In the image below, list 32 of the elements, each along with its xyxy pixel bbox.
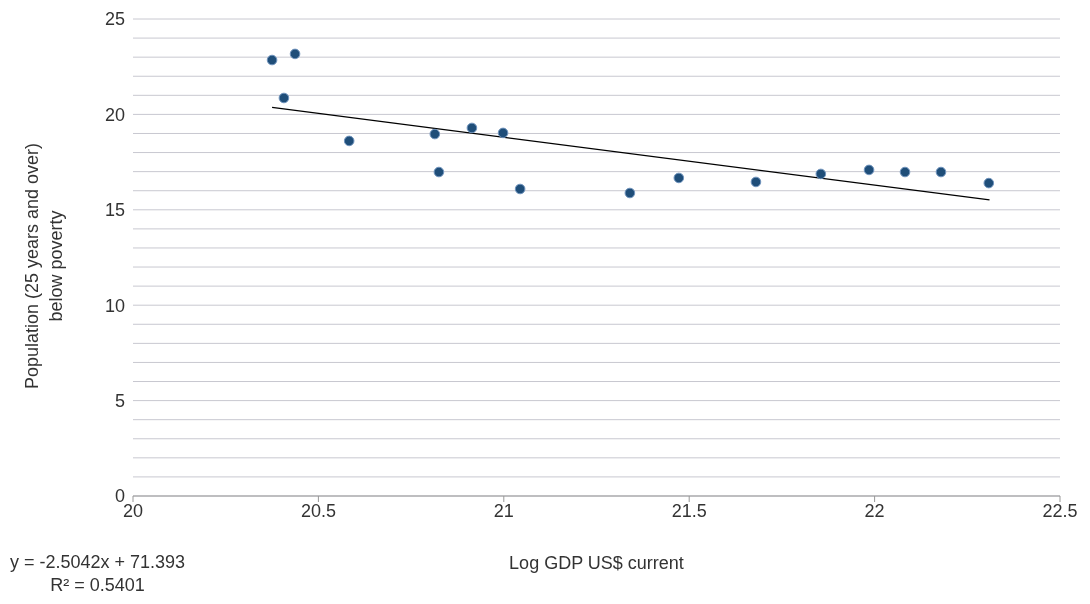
point <box>673 172 685 184</box>
x-tick-label: 22 <box>864 500 885 521</box>
point <box>899 166 911 178</box>
y-tick-label: 0 <box>114 486 125 507</box>
y-tick-label: 5 <box>114 390 125 411</box>
point <box>935 166 947 178</box>
y-tick-label: 15 <box>104 200 125 221</box>
point <box>863 164 875 176</box>
text: R² = 0.5401 <box>49 574 146 597</box>
y-tick-label: 10 <box>104 295 125 316</box>
point <box>514 183 526 195</box>
x-tick-label: 21 <box>493 500 514 521</box>
x-tick-label: 21.5 <box>671 500 707 521</box>
point <box>466 122 478 134</box>
y-axis-title: Population (25 years and over) below poverty <box>21 141 67 392</box>
text: y = -2.5042x + 71.393 <box>10 551 186 574</box>
x-axis-title: Log GDP US$ current <box>509 553 684 573</box>
point <box>497 127 509 139</box>
x-tick-label: 20.5 <box>300 500 336 521</box>
point <box>278 92 290 104</box>
y-tick-label: 20 <box>104 104 125 125</box>
point <box>266 54 278 66</box>
y-tick-label: 25 <box>104 9 125 30</box>
point <box>289 48 301 60</box>
point <box>433 166 445 178</box>
point <box>983 177 995 189</box>
point <box>624 187 636 199</box>
point <box>429 128 441 140</box>
point <box>750 176 762 188</box>
point <box>815 168 827 180</box>
point <box>343 135 355 147</box>
x-tick-label: 22.5 <box>1042 500 1078 521</box>
